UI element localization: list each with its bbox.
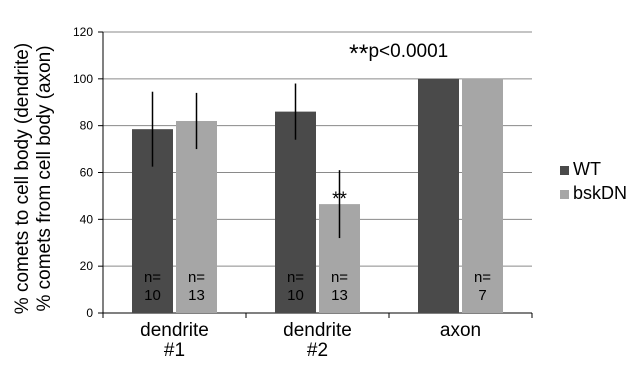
y-axis-label-line: % comets to cell body (dendrite): [12, 43, 33, 314]
x-category-label: dendrite: [140, 320, 209, 341]
n-label-prefix: n=: [287, 269, 304, 286]
bar-bskDN-2: [462, 78, 503, 313]
y-tick-label: 120: [73, 25, 93, 39]
bar-WT-2: [418, 78, 459, 313]
y-tick-label: 80: [80, 119, 94, 133]
n-label-prefix: n=: [331, 269, 348, 286]
legend-label-WT: WT: [573, 159, 601, 179]
y-tick-label: 100: [73, 72, 93, 86]
n-label-prefix: n=: [188, 269, 205, 286]
legend: WT bskDN: [560, 159, 627, 203]
n-label-count: 7: [478, 287, 486, 304]
bar-bskDN-0: [176, 120, 217, 313]
x-category-label: #1: [164, 340, 185, 361]
y-tick-label: 40: [80, 212, 94, 226]
n-label-count: 13: [331, 287, 348, 304]
data-labels: n=10n=13n=10n=13n=7****p<0.0001: [144, 40, 491, 304]
legend-label-bskDN: bskDN: [573, 183, 627, 203]
n-label-count: 13: [188, 287, 205, 304]
legend-swatch-WT: [560, 166, 569, 175]
significance-legend: **p<0.0001: [349, 40, 448, 68]
error-bars: [151, 83, 341, 239]
y-axis-label-line: % comets from cell body (axon): [34, 45, 55, 311]
y-tick-label: 60: [80, 166, 94, 180]
y-axis-label: % comets to cell body (dendrite)% comets…: [12, 43, 55, 314]
y-tick-label: 0: [86, 306, 93, 320]
bar-WT-1: [275, 111, 316, 313]
n-label-prefix: n=: [474, 269, 491, 286]
n-label-count: 10: [144, 287, 161, 304]
legend-swatch-bskDN: [560, 190, 569, 199]
n-label-count: 10: [287, 287, 304, 304]
significance-marker: **: [332, 189, 347, 210]
x-category-label: #2: [307, 340, 328, 361]
x-category-label: axon: [440, 320, 481, 341]
gridlines: [103, 31, 532, 267]
x-category-label: dendrite: [283, 320, 352, 341]
y-tick-label: 20: [80, 259, 94, 273]
n-label-prefix: n=: [144, 269, 161, 286]
